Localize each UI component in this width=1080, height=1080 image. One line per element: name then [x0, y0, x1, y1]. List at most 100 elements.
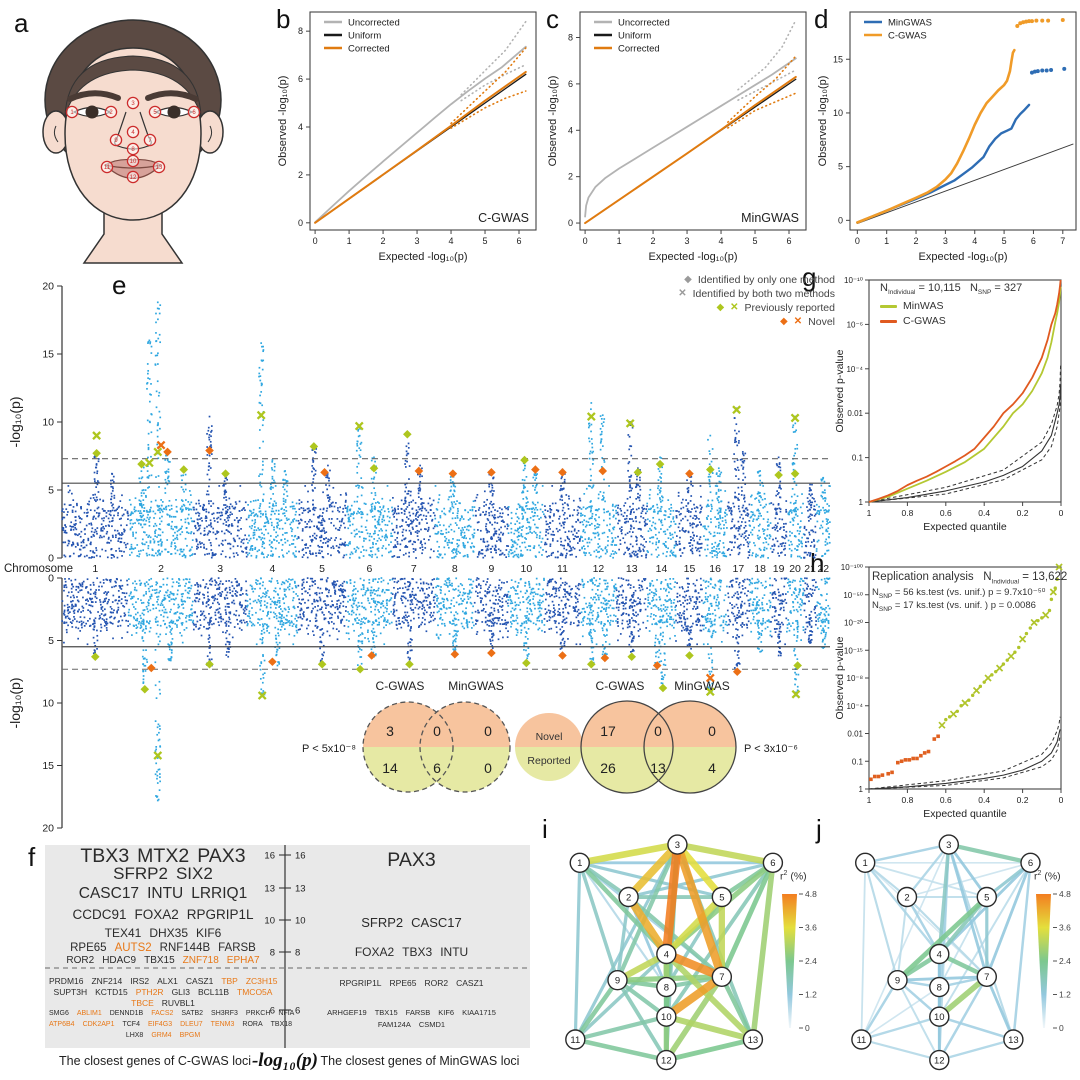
svg-text:2: 2	[568, 172, 573, 182]
x-icon: ✕	[793, 316, 803, 327]
h-title: Replication analysis NIndividual = 13,62…	[872, 571, 1068, 586]
panel-i-label: i	[542, 814, 548, 844]
svg-text:2: 2	[651, 236, 656, 246]
network-node-7: 7	[711, 966, 733, 988]
venn-right-threshold: P < 3x10⁻⁶	[744, 743, 798, 755]
gene-TBX3: TBX3	[80, 845, 130, 867]
h-kstest-line1: NSNP = 56 ks.test (vs. unif.) p = 9.7x10…	[872, 587, 1046, 600]
x-icon: ✕	[678, 288, 687, 299]
gene-row: PAX3	[293, 849, 530, 872]
left-ear-inner	[53, 125, 59, 143]
network-node-6: 6	[1020, 852, 1041, 873]
svg-text:10: 10	[130, 159, 137, 165]
gene-TBX3: TBX3	[402, 945, 433, 959]
network-node-11: 11	[565, 1029, 586, 1050]
svg-text:3: 3	[943, 236, 948, 246]
panel-i-colorbar: 4.83.62.41.20	[782, 889, 817, 1033]
landmark-6: 6	[187, 105, 201, 119]
gene-PAX3: PAX3	[387, 849, 436, 871]
gene-row: RPGRIP1L RPE65 ROR2 CASZ1	[293, 978, 530, 988]
gene-panel-left-caption: The closest genes of C-GWAS loci	[59, 1054, 251, 1068]
right-ear-inner	[207, 125, 213, 143]
gene-SFRP2: SFRP2	[361, 915, 404, 930]
svg-text:Observed -log₁₀(p): Observed -log₁₀(p)	[547, 76, 559, 167]
network-node-4: 4	[929, 943, 950, 965]
gene-FOXA2: FOXA2	[134, 907, 179, 922]
gene-FAM124A: FAM124A	[377, 1020, 411, 1029]
svg-text:Expected -log₁₀(p): Expected -log₁₀(p)	[919, 251, 1008, 263]
gene-TBX18: TBX18	[270, 1021, 293, 1028]
svg-text:15: 15	[684, 563, 696, 575]
gene-PAX3: PAX3	[197, 845, 246, 867]
svg-text:0: 0	[855, 236, 860, 246]
svg-text:8: 8	[452, 563, 458, 575]
gene-row: ARHGEF19 TBX15 FARSB KIF6 KIAA1715	[293, 1008, 530, 1017]
panel-h-quantile-plot: 1 0.8 0.6 0.4 0.2 010.10.0110⁻⁴10⁻⁸10⁻¹⁵10⁻²⁰…	[834, 563, 1064, 820]
gene-KCTD15: KCTD15	[95, 987, 128, 997]
gene-row: LHX8 GRM4 BPGM	[45, 1032, 281, 1039]
panel-j-colorbar: 4.83.62.41.20	[1036, 889, 1071, 1033]
venn-right-title-mingwas: MinGWAS	[674, 679, 730, 693]
gene-GLI3: GLI3	[171, 987, 190, 997]
svg-text:0: 0	[48, 553, 54, 565]
diamond-icon: ◆	[684, 274, 692, 285]
svg-text:6: 6	[786, 236, 791, 246]
gene-CSMD1: CSMD1	[418, 1020, 446, 1029]
gene-PTH2R: PTH2R	[135, 987, 164, 997]
gene-TMCO5A: TMCO5A	[237, 987, 273, 997]
network-node-8: 8	[929, 976, 950, 998]
gene-ROR2: ROR2	[424, 978, 449, 988]
diamond-icon: ◆	[716, 302, 725, 313]
svg-text:5: 5	[153, 110, 157, 116]
network-node-13: 13	[742, 1029, 764, 1050]
svg-text:17: 17	[733, 563, 745, 575]
svg-text:3: 3	[131, 101, 135, 107]
manhattan-legend-item-3: ◆ ✕ Novel	[780, 316, 835, 328]
panel-d-label: d	[814, 4, 829, 34]
colorbar-j-label: r2 (%)	[1034, 870, 1061, 883]
svg-text:-log₁₀(p): -log₁₀(p)	[7, 397, 23, 448]
diamond-icon: ◆	[780, 316, 788, 327]
svg-text:4: 4	[568, 125, 573, 135]
svg-text:6: 6	[1031, 236, 1036, 246]
gene-BCL11B: BCL11B	[198, 987, 230, 997]
gene-row: CCDC91 FOXA2 RPGRIP1L	[45, 907, 281, 922]
svg-text:Uniform: Uniform	[618, 30, 651, 41]
gene-row: SMG6 ABLIM1 DENND1B FACS2 SATB2 SH3RF3 PRKCH NF…	[45, 1010, 294, 1017]
svg-text:11: 11	[557, 563, 568, 575]
svg-text:6: 6	[568, 79, 573, 89]
g-legend-minwas: MinWAS	[880, 300, 943, 312]
svg-text:13: 13	[156, 165, 163, 171]
network-node-4: 4	[656, 943, 677, 965]
svg-text:4: 4	[449, 236, 454, 246]
svg-text:15: 15	[833, 54, 843, 64]
gene-FARSB: FARSB	[218, 942, 256, 954]
panel-e-manhattan-plot: 0055101015152020-log₁₀(p)-log₁₀(p)Chromo…	[4, 281, 831, 835]
svg-text:Observed -log₁₀(p): Observed -log₁₀(p)	[817, 76, 829, 167]
svg-text:Uncorrected: Uncorrected	[618, 17, 670, 28]
svg-text:3: 3	[685, 236, 690, 246]
network-node-11: 11	[851, 1029, 872, 1050]
gene-HDAC9: HDAC9	[102, 955, 137, 966]
svg-text:7: 7	[411, 563, 417, 575]
venn-left-threshold: P < 5x10⁻⁸	[302, 743, 356, 755]
svg-text:2: 2	[158, 563, 164, 575]
panel-e-label: e	[112, 270, 127, 300]
gene-row: FOXA2 TBX3 INTU	[293, 945, 530, 959]
svg-text:4: 4	[269, 563, 275, 575]
gene-panel-axis-label: -log₁₀(p)	[251, 1050, 318, 1071]
x-icon: ✕	[730, 302, 739, 313]
landmark-12: 12	[126, 170, 140, 184]
gene-TBX15: TBX15	[144, 955, 175, 966]
svg-text:18: 18	[754, 563, 766, 575]
svg-text:12: 12	[130, 175, 137, 181]
network-node-5: 5	[976, 886, 998, 908]
gene-EIF4G3: EIF4G3	[147, 1021, 173, 1028]
network-node-2: 2	[618, 886, 639, 908]
g-legend-cgwas: C-GWAS	[880, 315, 946, 327]
svg-text:1: 1	[884, 236, 889, 246]
gene-TEX41: TEX41	[104, 926, 142, 940]
